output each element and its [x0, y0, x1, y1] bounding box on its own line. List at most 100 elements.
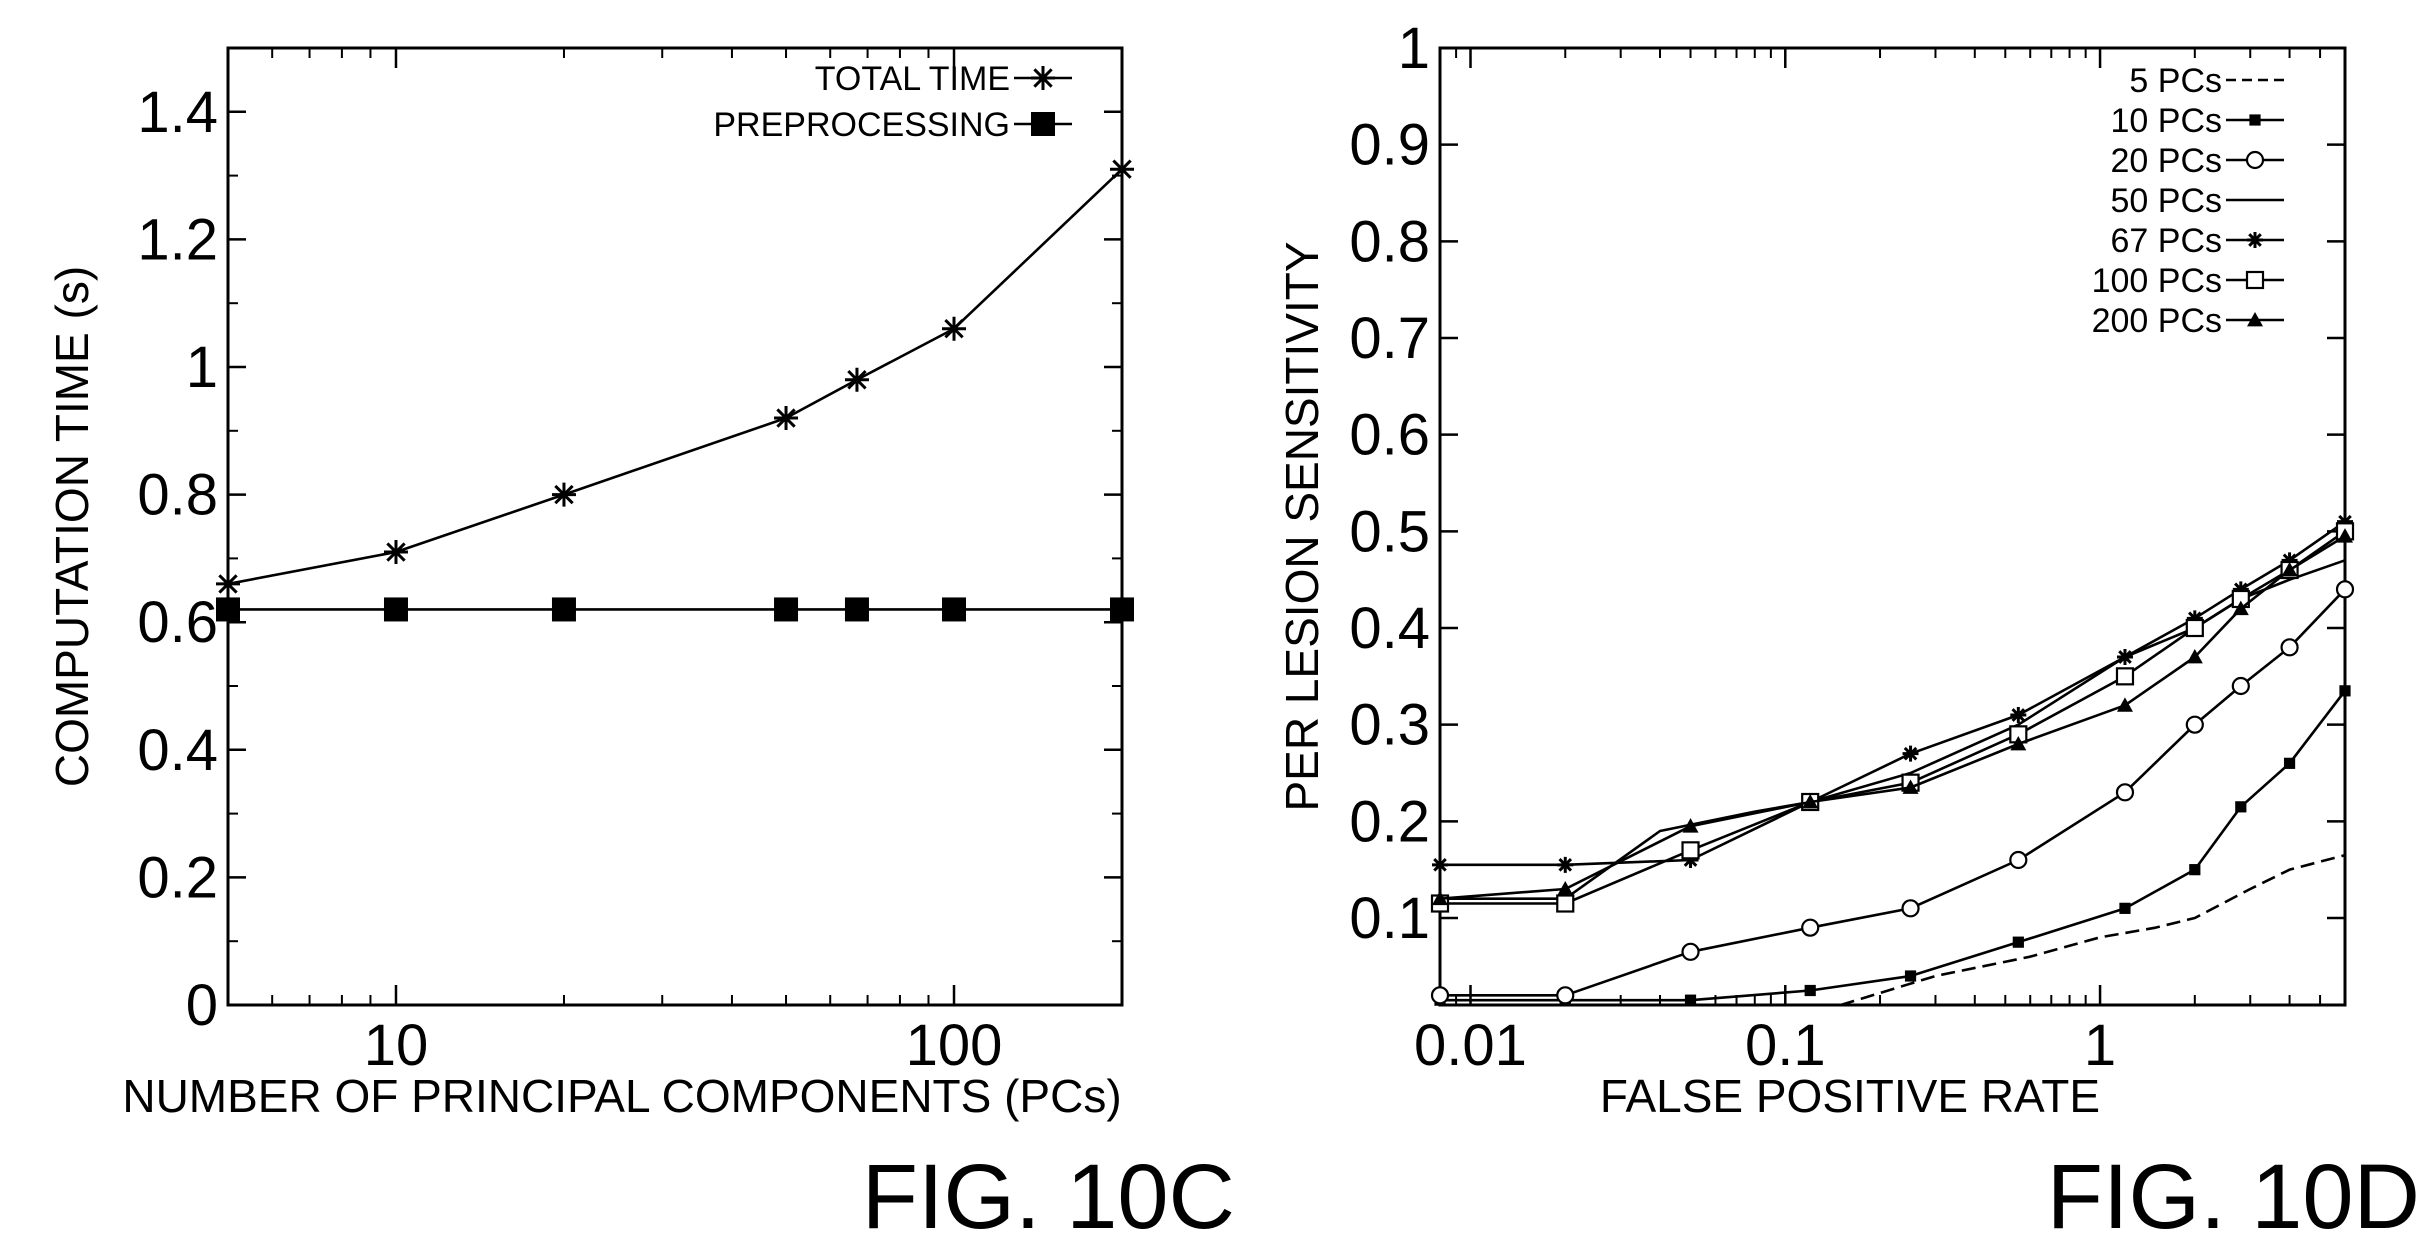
asterisk-point-marker	[774, 406, 799, 431]
x-axis-title: NUMBER OF PRINCIPAL COMPONENTS (PCs)	[122, 1070, 1121, 1122]
legend-entry-label: 100 PCs	[2092, 262, 2222, 300]
square-point-marker	[774, 597, 799, 622]
x-tick-label: 0.1	[1745, 1013, 1826, 1078]
x-tick-label: 100	[906, 1013, 1003, 1078]
y-axis-title: COMPUTATION TIME (s)	[46, 266, 98, 787]
asterisk-point-marker	[551, 482, 576, 507]
series-total-time	[216, 157, 1134, 596]
asterisk-point-marker	[2186, 610, 2203, 627]
square-point-marker	[551, 597, 576, 622]
series-line	[1440, 520, 2346, 867]
circle-point-marker	[2335, 580, 2355, 599]
y-tick-label: 1	[186, 335, 218, 400]
chart-roc-sensitivity: 0.01 0.1 10.10.20.30.40.50.60.70.80.91FALS…	[1276, 16, 2420, 1248]
legend-entry-label: 5 PCs	[2129, 62, 2222, 100]
plot-frame	[226, 46, 1124, 1007]
asterisk-point-marker	[216, 571, 240, 596]
x-tick-label: 0.01	[1414, 1013, 1527, 1078]
y-tick-label: 0.8	[137, 463, 218, 528]
triangle-point-marker	[1557, 881, 1574, 896]
y-tick-label: 0.6	[137, 590, 218, 655]
series-200-pcs	[1432, 528, 2353, 906]
figure-label: FIG. 10C	[862, 1146, 1235, 1248]
triangle-point-marker	[1682, 818, 1699, 833]
cross-point-marker	[1684, 994, 1697, 1006]
series-line	[1440, 588, 2346, 997]
legend-entry-label: 67 PCs	[2111, 222, 2223, 260]
series-20-pcs	[1430, 580, 2355, 1005]
open-square-point-marker	[1681, 841, 1700, 860]
cross-point-marker	[1904, 970, 1917, 982]
series-line	[1840, 853, 2346, 1007]
asterisk-point-marker	[1902, 745, 1919, 762]
series-line	[1440, 530, 2346, 905]
asterisk-point-marker	[383, 540, 408, 565]
y-tick-label: 1.2	[137, 207, 218, 272]
asterisk-point-marker	[1557, 856, 1574, 873]
legend-entry-label: TOTAL TIME	[815, 60, 1010, 98]
circle-point-marker	[2280, 638, 2299, 657]
triangle-point-marker	[1902, 779, 1919, 794]
circle-point-marker	[2115, 783, 2135, 802]
legend: TOTAL TIME PREPROCESSING	[713, 60, 1072, 144]
series-preprocessing	[216, 597, 1134, 622]
cross-point-marker	[2235, 801, 2247, 813]
circle-point-marker	[2009, 850, 2028, 870]
y-tick-label: 0.8	[1349, 209, 1430, 274]
square-point-marker	[383, 597, 408, 622]
asterisk-point-marker	[2281, 552, 2298, 569]
x-axis-title: FALSE POSITIVE RATE	[1600, 1070, 2100, 1122]
square-point-marker	[1031, 112, 1055, 136]
cross-point-marker	[2189, 864, 2201, 876]
y-tick-label: 0.6	[1349, 403, 1430, 468]
figure-label: FIG. 10D	[2047, 1146, 2420, 1248]
y-tick-label: 0.2	[1349, 789, 1430, 854]
asterisk-point-marker	[2116, 649, 2133, 665]
circle-point-marker	[2245, 150, 2265, 170]
circle-point-marker	[1801, 918, 1820, 937]
circle-point-marker	[2185, 715, 2204, 734]
cross-point-marker	[2012, 936, 2024, 948]
circle-point-marker	[1681, 942, 1700, 961]
open-square-point-marker	[1556, 894, 1575, 913]
legend-entry-label: 10 PCs	[2111, 102, 2223, 140]
asterisk-point-marker	[1110, 157, 1134, 182]
series-67-pcs	[1432, 513, 2353, 873]
cross-point-marker	[2249, 114, 2261, 126]
series-line	[227, 168, 1123, 586]
cross-point-marker	[1804, 984, 1816, 997]
y-tick-label: 0.7	[1349, 306, 1430, 371]
x-tick-label: 10	[364, 1013, 429, 1078]
y-axis-title: PER LESION SENSITIVITY	[1276, 241, 1328, 811]
y-tick-label: 1	[1398, 16, 1430, 81]
y-tick-label: 1.4	[137, 80, 218, 145]
square-point-marker	[1110, 597, 1134, 622]
y-tick-label: 0	[186, 973, 218, 1038]
y-tick-label: 0.3	[1349, 693, 1430, 758]
triangle-point-marker	[2186, 649, 2203, 664]
y-tick-label: 0.4	[1349, 596, 1430, 661]
triangle-point-marker	[2010, 736, 2027, 751]
asterisk-point-marker	[1682, 852, 1699, 868]
y-tick-label: 0.2	[137, 845, 218, 910]
legend-entry-label: 50 PCs	[2111, 182, 2223, 220]
triangle-point-marker	[2247, 312, 2263, 327]
x-tick-label: 1	[2084, 1013, 2116, 1078]
y-tick-label: 0.1	[1349, 886, 1430, 951]
circle-point-marker	[2231, 676, 2250, 696]
series-10-pcs	[1434, 685, 2351, 1006]
series-100-pcs	[1430, 522, 2355, 913]
legend-entry-label: PREPROCESSING	[713, 106, 1010, 144]
chart-computation-time: 10 100 0 0.2 0.4 0.6 0.8 1 1.2 1.4 NUMBER OF PRINC…	[46, 46, 1235, 1248]
legend-entry-label: 200 PCs	[2092, 302, 2222, 340]
series-5-pcs	[1840, 853, 2346, 1007]
y-tick-label: 0.4	[137, 718, 218, 783]
legend-entry-label: 20 PCs	[2111, 142, 2223, 180]
asterisk-point-marker	[2247, 232, 2263, 248]
asterisk-point-marker	[942, 316, 967, 341]
triangle-point-marker	[1432, 890, 1448, 906]
open-square-point-marker	[2245, 270, 2265, 290]
circle-point-marker	[1901, 899, 1920, 918]
